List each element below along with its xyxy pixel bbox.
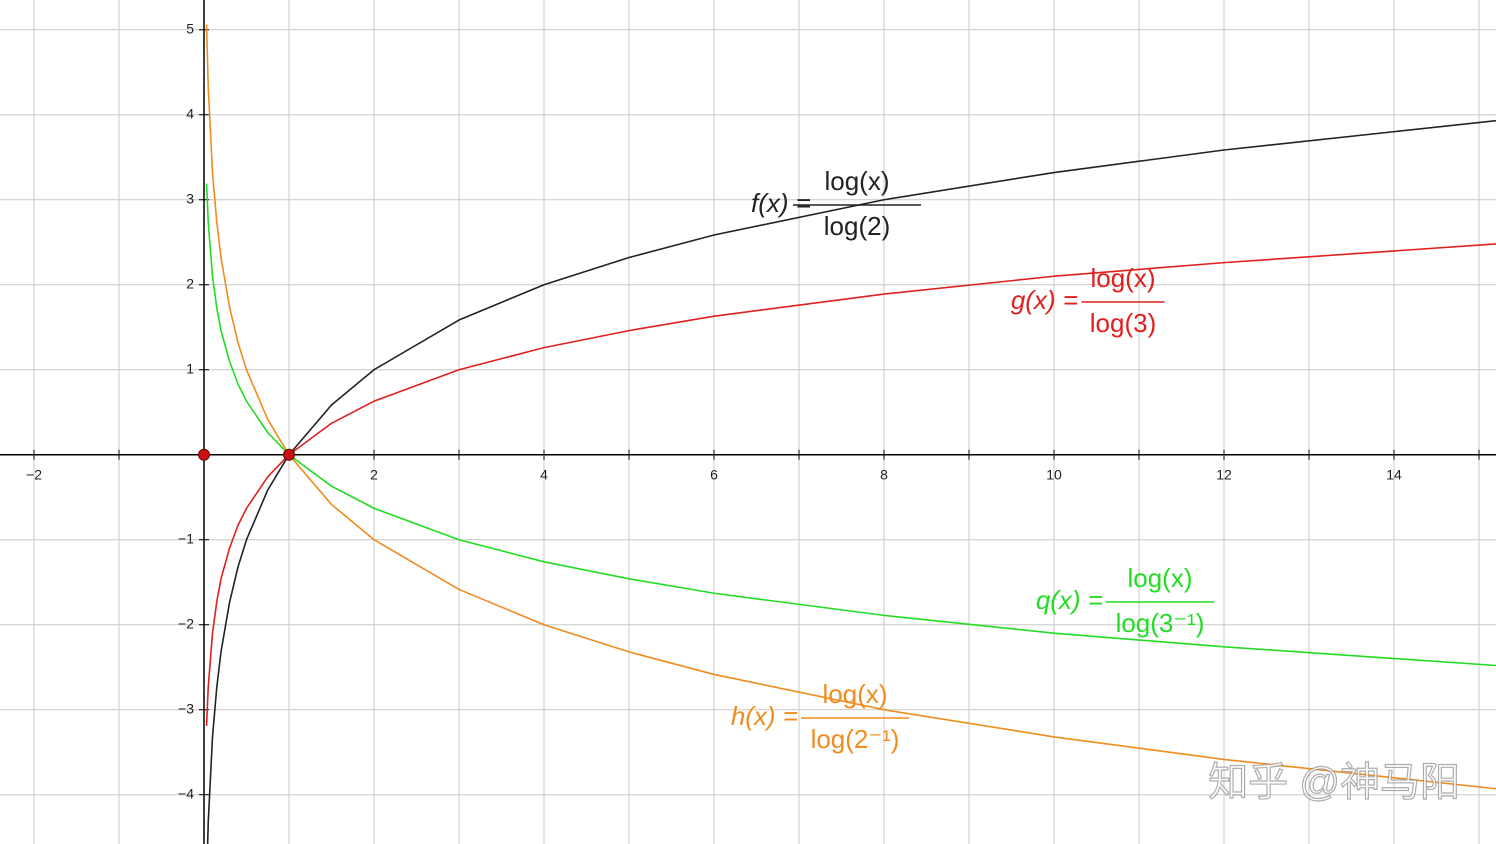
y-tick-label: 4 — [186, 105, 194, 121]
x-tick-label: 4 — [540, 466, 548, 482]
y-tick-label: 3 — [186, 190, 194, 206]
y-tick-label: −3 — [178, 700, 194, 716]
point — [198, 448, 210, 461]
legend-numerator: log(x) — [822, 679, 887, 709]
legend-name: q(x) = — [1036, 585, 1103, 615]
y-tick-label: 5 — [186, 20, 194, 36]
x-tick-label: −2 — [26, 466, 42, 482]
legend-name: f(x) = — [751, 188, 811, 218]
watermark: 知乎 @神马阳 — [1208, 761, 1460, 805]
legend-numerator: log(x) — [824, 166, 889, 196]
x-tick-label: 8 — [880, 466, 888, 482]
y-tick-label: 1 — [186, 360, 194, 376]
legend-numerator: log(x) — [1127, 563, 1192, 593]
y-tick-label: −4 — [178, 785, 194, 801]
legend-numerator: log(x) — [1090, 263, 1155, 293]
legend-denominator: log(3) — [1090, 308, 1156, 338]
x-tick-label: 6 — [710, 466, 718, 482]
curve — [205, 243, 1496, 726]
legend-name: h(x) = — [731, 701, 798, 731]
point — [283, 448, 295, 461]
x-tick-label: 2 — [370, 466, 378, 482]
x-tick-label: 12 — [1216, 466, 1232, 482]
y-tick-label: 2 — [186, 275, 194, 291]
curve — [205, 183, 1496, 667]
y-tick-label: −1 — [178, 530, 194, 546]
curve — [205, 24, 1496, 790]
legend-name: g(x) = — [1011, 285, 1078, 315]
x-tick-label: 14 — [1386, 466, 1402, 482]
legend-denominator: log(2) — [824, 211, 890, 241]
y-tick-label: −2 — [178, 615, 194, 631]
curves — [205, 24, 1496, 844]
legend-denominator: log(3⁻¹) — [1116, 608, 1205, 638]
legend-denominator: log(2⁻¹) — [811, 724, 900, 754]
x-tick-label: 10 — [1046, 466, 1062, 482]
